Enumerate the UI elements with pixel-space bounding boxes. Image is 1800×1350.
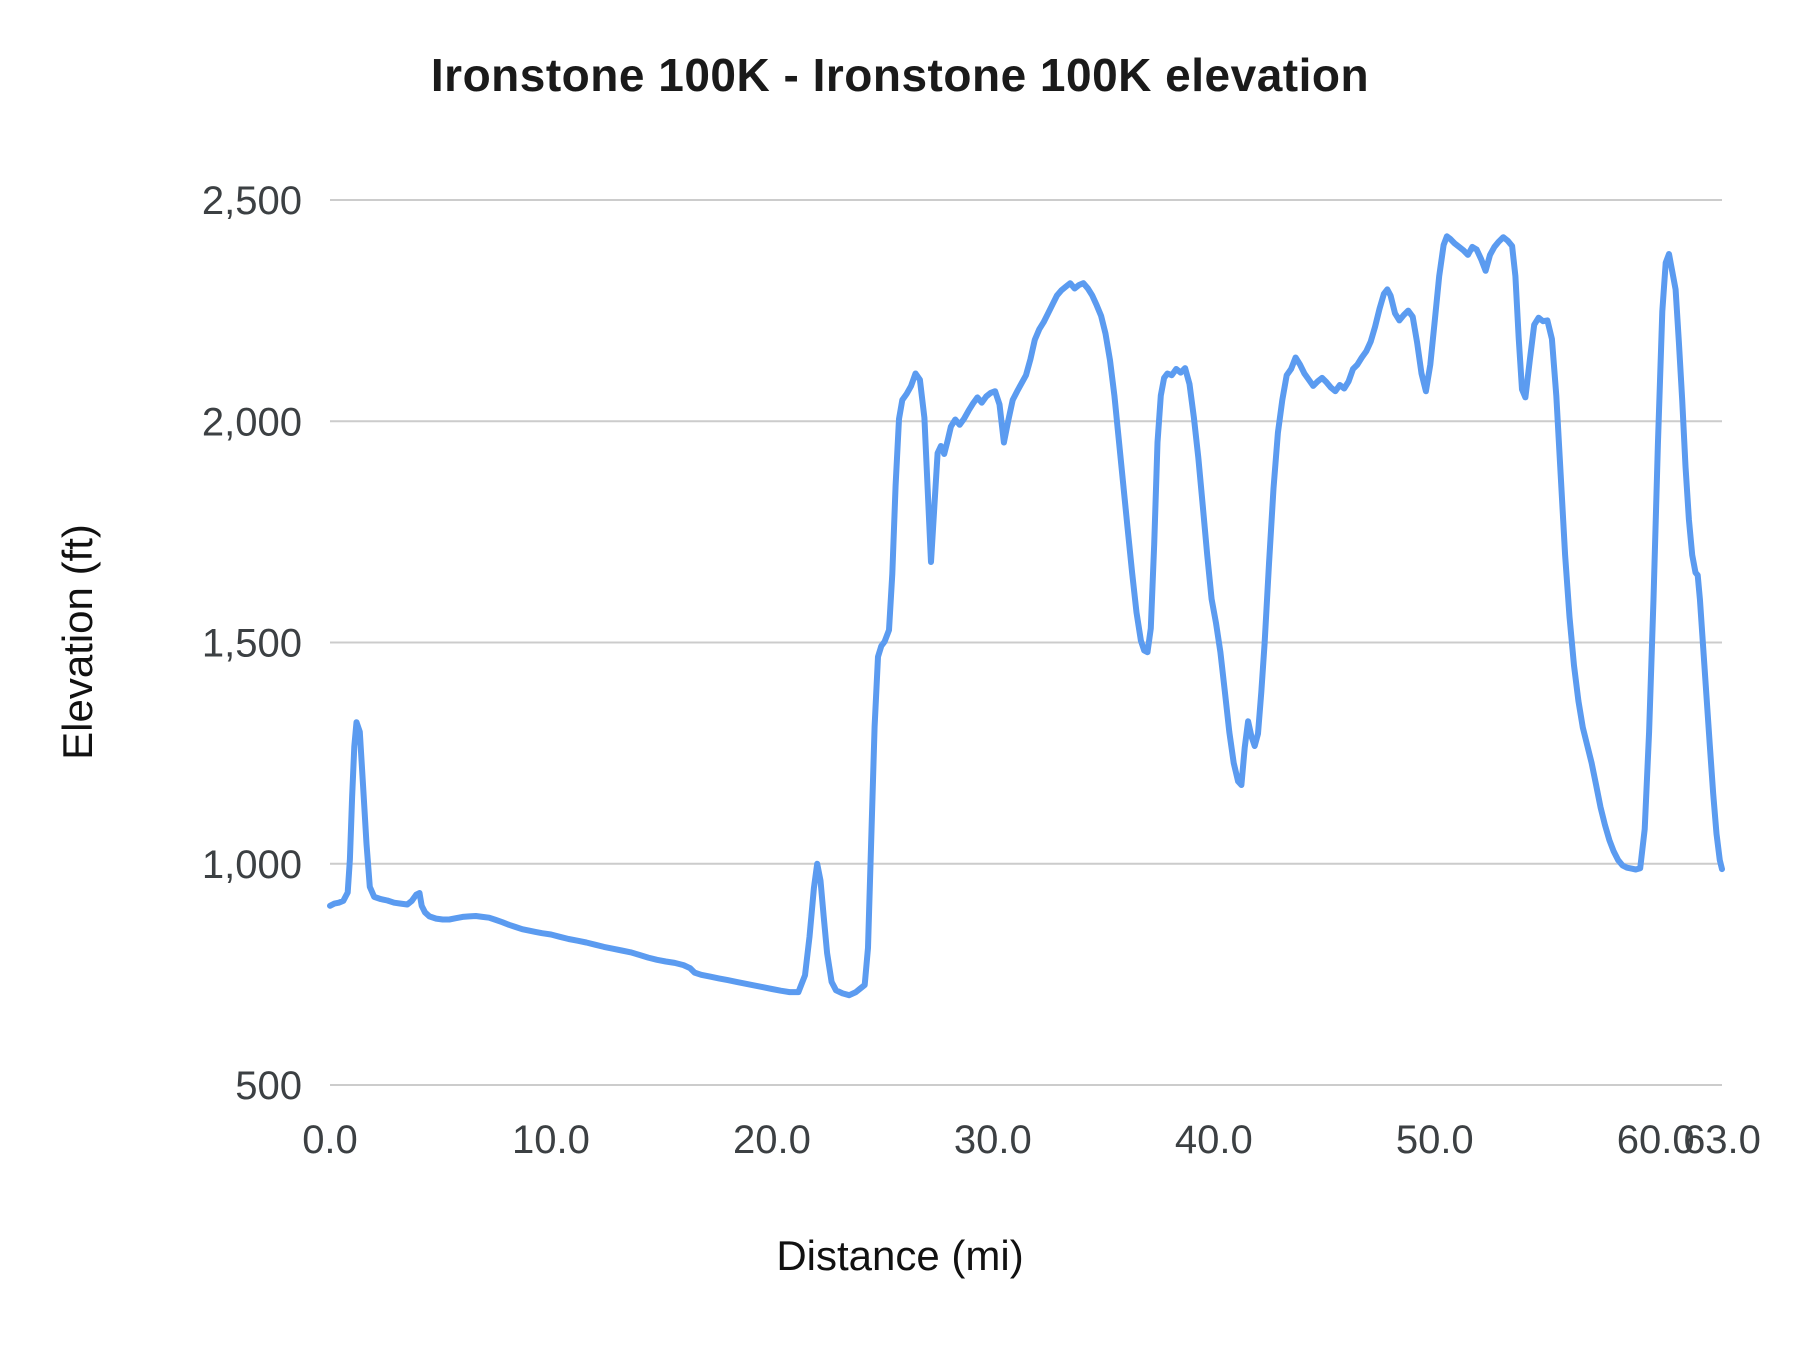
x-tick-labels: 0.0 10.0 20.0 30.0 40.0 50.0 60.063.0 — [302, 1118, 1761, 1162]
y-tick-label: 500 — [235, 1064, 302, 1108]
x-tick-label: 20.0 — [733, 1118, 811, 1162]
x-axis-title: Distance (mi) — [776, 1232, 1024, 1279]
x-tick-label: 60.0 — [1617, 1118, 1695, 1162]
gridlines — [330, 199, 1722, 1086]
x-tick-label: 63.0 — [1683, 1118, 1761, 1162]
x-tick-label: 0.0 — [302, 1118, 358, 1162]
y-tick-labels: 500 1,000 1,500 2,000 2,500 — [202, 179, 302, 1108]
chart-title: Ironstone 100K - Ironstone 100K elevatio… — [430, 49, 1370, 101]
x-tick-label: 40.0 — [1175, 1118, 1253, 1162]
y-tick-label: 2,500 — [202, 179, 302, 223]
elevation-line-series — [327, 233, 1725, 999]
y-tick-label: 1,000 — [202, 843, 302, 887]
y-tick-label: 1,500 — [202, 622, 302, 666]
y-tick-label: 2,000 — [202, 400, 302, 444]
x-tick-label: 10.0 — [512, 1118, 590, 1162]
x-tick-label: 50.0 — [1396, 1118, 1474, 1162]
x-tick-label: 30.0 — [954, 1118, 1032, 1162]
